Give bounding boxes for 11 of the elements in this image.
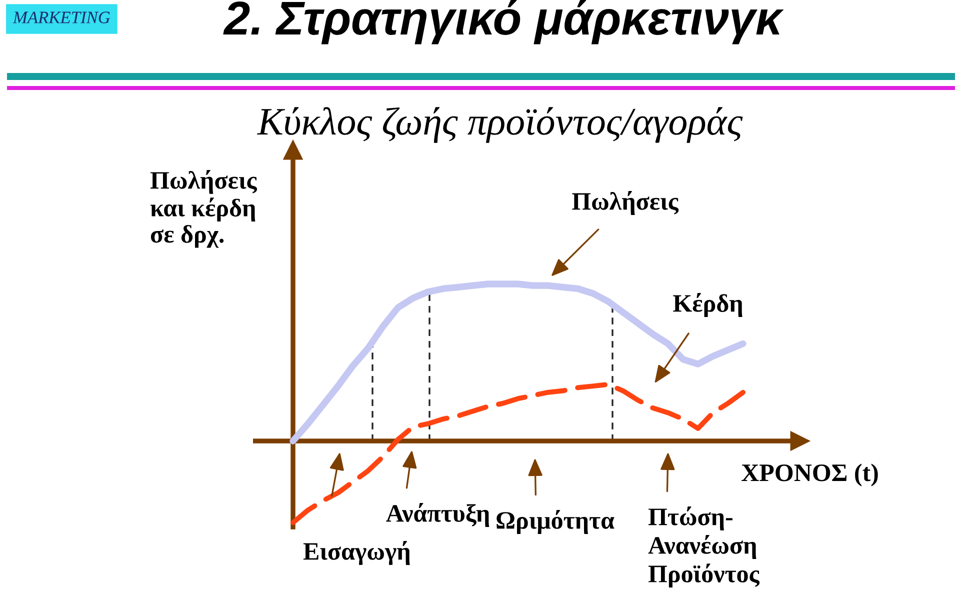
annotation: Ανάπτυξη — [386, 503, 490, 527]
chart-subtitle: Κύκλος ζωής προϊόντος/αγοράς — [256, 107, 743, 143]
annotation: Πτώση- Ανανέωση Προϊόντος — [648, 506, 760, 588]
text: MARKETING — [12, 12, 110, 24]
text: Κέρδη — [673, 293, 742, 317]
x-axis-title: ΧΡΟΝΟΣ (t) — [742, 464, 878, 486]
annotation: Ωριμότητα — [496, 510, 614, 534]
y-axis-title: Πωλήσεις και κέρδη σε δρχ. — [150, 170, 258, 248]
text: Εισαγωγή — [303, 541, 410, 565]
chart-title: 2. Στρατηγικό μάρκετινγκ — [223, 0, 784, 44]
text: Πωλήσεις — [572, 191, 679, 215]
